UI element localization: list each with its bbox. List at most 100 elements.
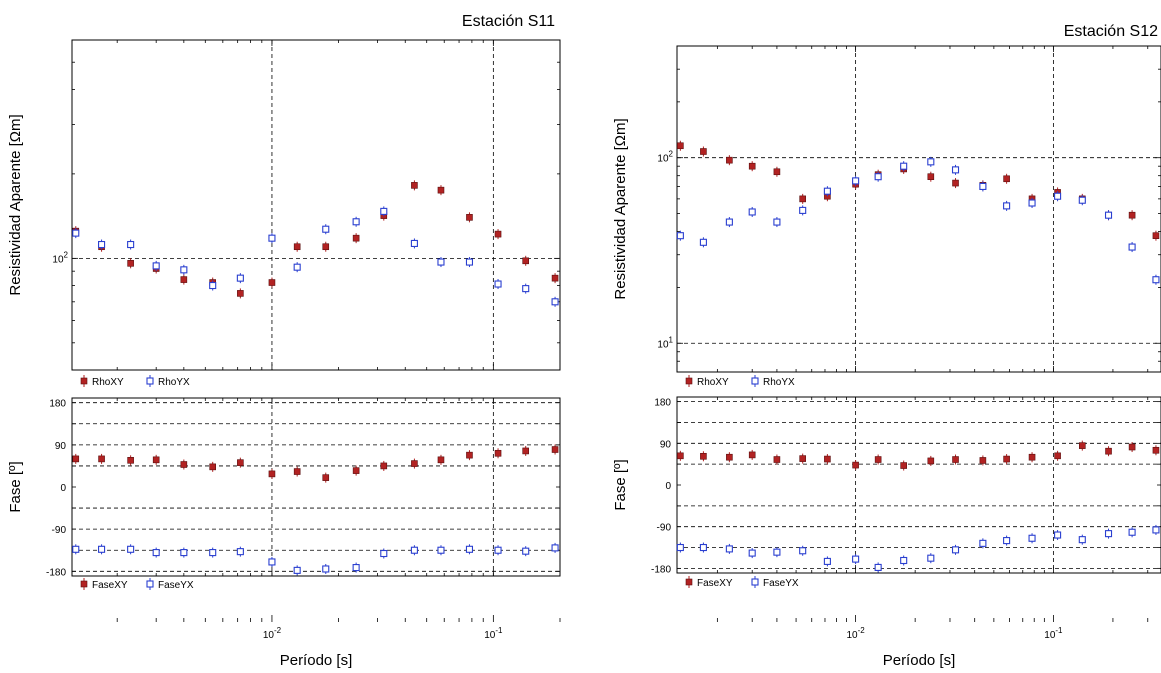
legend-label-FaseXY: FaseXY [92,580,128,591]
data-point [127,260,134,267]
data-point [823,187,831,195]
rho-series-RhoXY [72,180,559,299]
data-point [677,142,684,150]
x-axis: 10-2 10-1 Período [s] [716,615,1149,669]
data-point [293,263,301,271]
data-point [268,470,276,478]
phase-ylabel: Fase [º] [612,459,629,510]
legend-marker [751,578,759,586]
legend-marker [80,377,88,385]
data-point [98,455,105,463]
phase-ylabel: Fase [º] [7,461,24,512]
data-point [979,539,987,547]
data-point [726,453,733,461]
data-point [322,565,330,573]
data-point [466,451,473,459]
data-point [951,546,960,554]
chart-title: Estación S11 [462,13,555,30]
data-point [551,274,559,282]
chart-s11: 102 Resistividad Aparente [Ωm] 180 90 0 -90 -1… [7,13,561,669]
data-point [1003,455,1010,463]
legend-label-FaseXY: FaseXY [697,578,733,589]
data-point [494,449,502,457]
data-point [852,555,860,563]
data-point [268,234,276,242]
data-point [209,463,216,471]
data-point [700,148,707,155]
data-point [410,546,418,554]
data-point [494,230,502,238]
data-point [823,557,831,565]
data-point [465,258,474,266]
data-point [72,455,80,463]
data-point [522,285,530,293]
phase-legend: FaseXY FaseYX [685,576,799,589]
data-point [952,179,959,187]
data-point [1128,211,1136,219]
data-point [676,232,684,240]
phase-ytick-label: -180 [46,567,66,578]
data-point [522,447,530,455]
data-point [927,457,935,465]
data-point [437,258,445,266]
data-point [799,195,806,203]
data-point [927,173,935,181]
data-point [237,459,244,466]
data-point [411,460,418,467]
data-point [852,177,860,185]
data-point [1003,175,1010,183]
data-point [952,456,959,463]
data-point [551,298,559,306]
data-point [699,238,707,246]
data-point [236,274,244,282]
data-point [437,546,445,554]
data-point [900,462,907,469]
data-point [725,218,733,226]
data-point [773,548,781,556]
data-point [773,218,781,226]
legend-label-RhoYX: RhoYX [158,377,190,388]
data-point [852,461,859,469]
data-point [209,549,217,557]
data-point [268,558,276,566]
data-point [1078,536,1086,544]
data-point [236,548,244,556]
data-point [380,462,388,470]
data-point [352,564,360,572]
data-point [180,549,188,557]
data-point [1003,202,1011,210]
data-point [209,281,217,290]
data-point [437,456,445,464]
data-point [98,240,106,249]
data-point [380,549,388,558]
data-point [725,545,733,553]
data-point [1078,442,1086,449]
data-point [1104,530,1113,538]
data-point [1152,232,1160,239]
x-axis-label: Período [s] [883,652,956,669]
data-point [979,457,987,464]
data-point [322,243,330,251]
data-point [748,451,756,459]
data-point [72,545,80,553]
phase-ytick-label: 180 [654,398,671,409]
data-point [322,474,330,481]
data-point [237,290,244,297]
phase-ytick-label: 0 [60,483,66,494]
rho-panel: 101 102 Resistividad Aparente [Ωm] [612,45,1161,373]
data-point [551,446,559,453]
data-point [979,182,987,191]
data-point [1054,531,1062,539]
data-point [799,455,806,462]
data-point [799,206,807,214]
data-point [411,182,418,189]
x-axis-label: Período [s] [280,652,353,669]
data-point [951,166,960,174]
legend-label-RhoXY: RhoXY [92,377,124,388]
rho-plot-frame [71,39,561,371]
data-point [293,468,301,475]
data-point [268,279,276,286]
rho-ytick-label: 102 [52,250,68,265]
data-point [1128,243,1136,251]
